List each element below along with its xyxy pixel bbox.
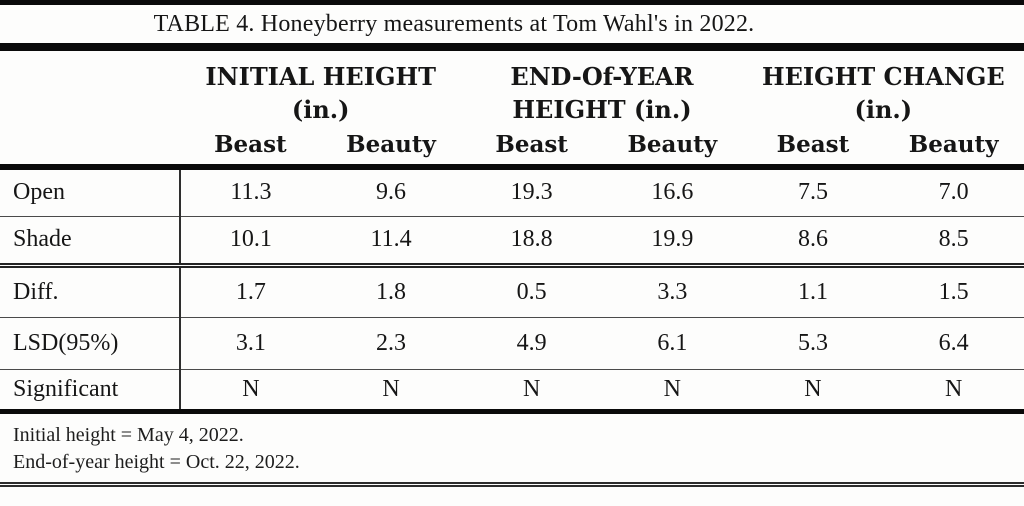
table-cell: 1.1 xyxy=(797,278,828,305)
table-cell: 7.0 xyxy=(938,179,969,206)
corner-cell xyxy=(0,131,180,167)
row-label-open: Open xyxy=(13,179,65,206)
subheader-beast: Beast xyxy=(495,131,568,158)
table-cell: 5.3 xyxy=(797,329,828,356)
variety-subheader-row: Beast Beauty Beast Beauty Beast Beauty xyxy=(0,131,1024,167)
table-cell: 1.5 xyxy=(938,278,969,305)
subheader-beauty: Beauty xyxy=(627,131,718,158)
column-group-header-row: INITIAL HEIGHT (in.) END-Of-YEAR HEIGHT … xyxy=(0,51,1024,131)
table-row-shade: Shade 10.1 11.4 18.8 19.9 8.6 8.5 xyxy=(0,216,1024,265)
table-cell: N xyxy=(804,375,822,402)
table-cell: N xyxy=(944,375,963,402)
corner-cell xyxy=(0,51,180,131)
table-cell: 18.8 xyxy=(510,226,553,252)
table-row-significant: Significant N N N N N N xyxy=(0,369,1024,411)
top-border-rule xyxy=(0,0,1024,5)
table-cell: 8.6 xyxy=(797,226,828,252)
table-cell: 3.1 xyxy=(179,317,321,369)
table-cell: 3.3 xyxy=(657,278,688,305)
table-cell: N xyxy=(663,375,681,402)
table-cell: 4.9 xyxy=(516,329,547,356)
table-cell: 8.5 xyxy=(938,226,969,252)
table-row-diff: Diff. 1.7 1.8 0.5 3.3 1.1 1.5 xyxy=(0,265,1024,317)
table-cell: 6.4 xyxy=(938,329,969,356)
group-header-label: INITIAL HEIGHT xyxy=(205,62,436,91)
table-cell: N xyxy=(522,375,541,402)
table-cell: 0.5 xyxy=(516,278,547,305)
table-row-open: Open 11.3 9.6 19.3 16.6 7.5 7.0 xyxy=(0,167,1024,216)
table-cell: N xyxy=(179,369,321,411)
title-divider-rule xyxy=(0,43,1024,51)
subheader-beauty: Beauty xyxy=(908,131,999,158)
table-cell: 11.4 xyxy=(370,226,412,252)
table-cell: 10.1 xyxy=(179,216,321,265)
group-header-end-of-year-height: END-Of-YEAR HEIGHT (in.) xyxy=(461,51,742,131)
group-header-initial-height: INITIAL HEIGHT (in.) xyxy=(180,51,461,131)
table-title: TABLE 4. Honeyberry measurements at Tom … xyxy=(153,10,755,37)
table-title-row: TABLE 4. Honeyberry measurements at Tom … xyxy=(0,5,1024,43)
row-label-significant: Significant xyxy=(13,375,119,402)
table-cell: 19.3 xyxy=(510,179,553,206)
group-header-unit: (in.) xyxy=(854,95,913,124)
table-cell: 11.3 xyxy=(179,167,321,216)
table-cell: 6.1 xyxy=(657,329,688,356)
group-header-label: HEIGHT CHANGE xyxy=(761,62,1005,91)
table-row-lsd: LSD(95%) 3.1 2.3 4.9 6.1 5.3 6.4 xyxy=(0,317,1024,369)
subheader-beast: Beast xyxy=(214,131,287,158)
subheader-beast: Beast xyxy=(776,131,850,158)
subheader-beauty: Beauty xyxy=(346,131,436,158)
row-label-shade: Shade xyxy=(13,226,72,252)
table-cell: 2.3 xyxy=(376,329,407,356)
footnote-end-of-year-height: End-of-year height = Oct. 22, 2022. xyxy=(13,450,300,473)
group-header-height-change: HEIGHT CHANGE (in.) xyxy=(743,51,1024,131)
table-cell: 19.9 xyxy=(651,226,694,252)
table-cell: 16.6 xyxy=(651,179,694,206)
footnote-initial-height: Initial height = May 4, 2022. xyxy=(13,423,244,446)
table-cell: 1.7 xyxy=(179,265,321,317)
honeyberry-measurements-table: INITIAL HEIGHT (in.) END-Of-YEAR HEIGHT … xyxy=(0,51,1024,414)
table-footnotes: Initial height = May 4, 2022. End-of-yea… xyxy=(0,414,1024,487)
group-header-unit: HEIGHT (in.) xyxy=(512,95,692,124)
table-cell: 9.6 xyxy=(376,179,407,206)
table-cell: N xyxy=(382,375,400,402)
group-header-unit: (in.) xyxy=(291,95,350,124)
table-cell: 7.5 xyxy=(797,179,828,206)
table-cell: 1.8 xyxy=(376,278,407,305)
row-label-diff: Diff. xyxy=(13,278,59,305)
group-header-label: END-Of-YEAR xyxy=(510,62,694,91)
row-label-lsd: LSD(95%) xyxy=(13,329,119,356)
